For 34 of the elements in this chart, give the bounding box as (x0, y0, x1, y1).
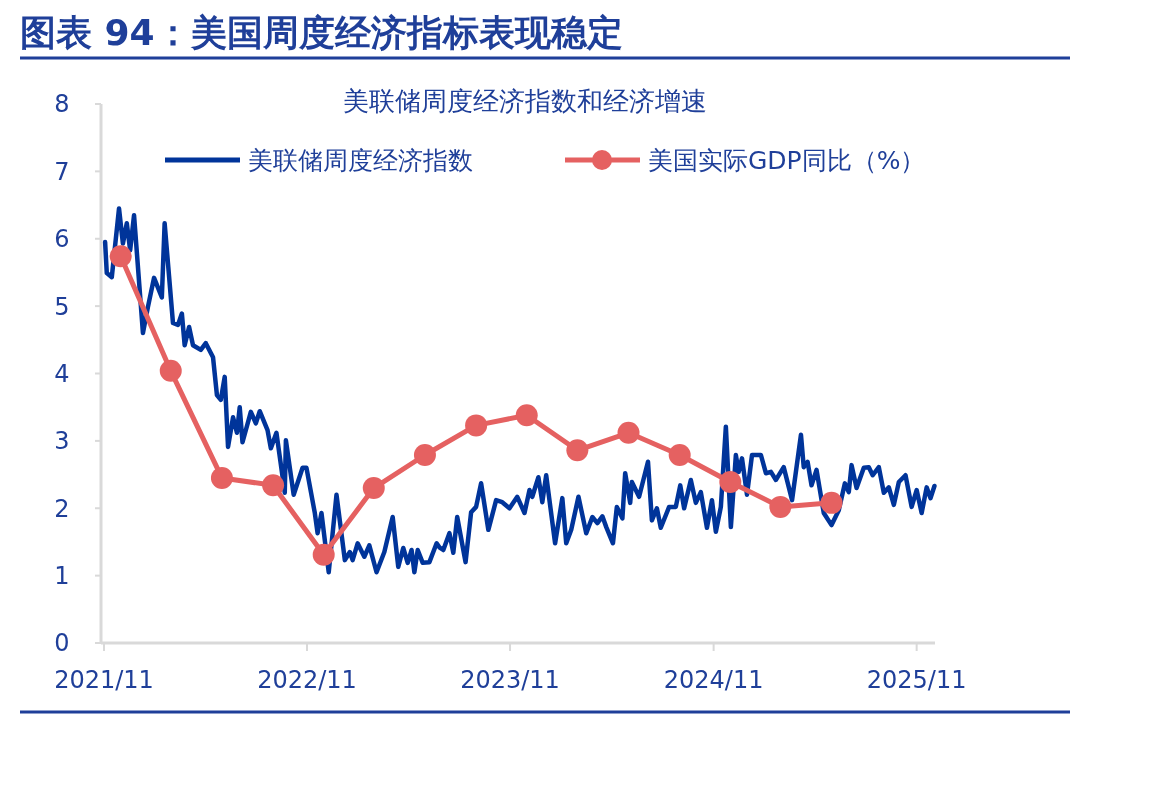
line-series (102, 206, 937, 575)
y-tick-label: 0 (54, 629, 70, 658)
point (465, 414, 488, 437)
legend-label: 美联储周度经济指数 (248, 145, 473, 175)
point (413, 444, 436, 467)
x-tick-label: 2021/11 (54, 666, 154, 694)
point (362, 477, 385, 500)
y-tick-label: 7 (54, 157, 70, 186)
point (109, 245, 132, 268)
y-tick-label: 2 (54, 494, 70, 523)
y-tick-label: 5 (54, 292, 70, 321)
point (210, 466, 233, 489)
legend-label: 美国实际GDP同比（%） (648, 145, 926, 175)
point (617, 421, 640, 444)
x-tick-label: 2023/11 (460, 666, 560, 694)
point (820, 491, 843, 514)
y-tick-label: 8 (54, 90, 70, 119)
x-tick-label: 2025/11 (866, 666, 967, 694)
point (566, 439, 589, 462)
y-tick-label: 1 (54, 562, 70, 591)
chart-title: 图表 94：美国周度经济指标表现稳定 (20, 12, 623, 53)
x-tick-label: 2022/11 (257, 666, 357, 694)
point (668, 444, 691, 467)
point (312, 543, 335, 566)
chart-subtitle: 美联储周度经济指数和经济增速 (343, 86, 707, 116)
point (769, 495, 792, 518)
point (719, 470, 742, 493)
y-tick-label: 3 (54, 427, 70, 456)
point (515, 404, 538, 427)
x-tick-label: 2024/11 (663, 666, 764, 694)
point (159, 359, 182, 382)
y-tick-label: 4 (54, 359, 70, 388)
y-tick-label: 6 (54, 225, 70, 254)
point (262, 474, 285, 497)
